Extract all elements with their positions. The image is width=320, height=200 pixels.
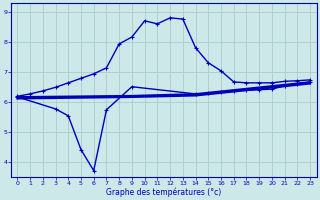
X-axis label: Graphe des températures (°c): Graphe des températures (°c) [106, 187, 221, 197]
